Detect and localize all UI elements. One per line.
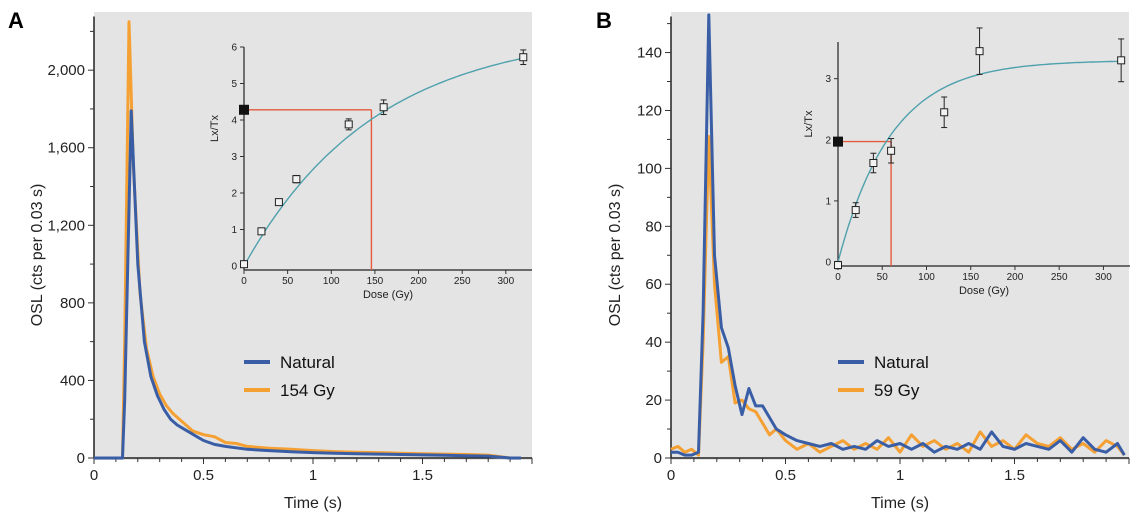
regen-point — [975, 47, 984, 56]
y-tick-label: 20 — [645, 392, 662, 409]
y-tick-label: 120 — [637, 102, 662, 119]
regen-point — [887, 146, 896, 155]
inset-y-tick-label: 2 — [825, 135, 831, 146]
inset-x-tick-label: 200 — [410, 276, 427, 287]
y-axis-title: OSL (cts per 0.03 s) — [29, 184, 46, 327]
inset-x-tick-label: 250 — [454, 276, 471, 287]
legend-label: Natural — [280, 353, 335, 372]
regen-point — [292, 175, 301, 184]
inset-dose-response: 0 1 2 3 0 50 100 150 200 250 300 Dose (Gy) Lx/Tx — [803, 27, 1130, 297]
y-tick-label: 0 — [77, 450, 85, 467]
inset-x-axis-title: Dose (Gy) — [959, 285, 1009, 297]
regen-point — [344, 120, 353, 129]
inset-x-tick-label: 0 — [241, 276, 247, 287]
inset-x-axis-title: Dose (Gy) — [363, 289, 413, 301]
legend-label: 59 Gy — [874, 381, 920, 400]
regen-point — [851, 206, 860, 215]
regen-point — [519, 53, 528, 62]
regen-point — [1117, 56, 1126, 65]
inset-y-axis-title: Lx/Tx — [209, 115, 221, 142]
panel-letter: B — [596, 8, 612, 33]
inset-x-tick-label: 250 — [1051, 272, 1068, 283]
x-tick-label: 0 — [90, 467, 98, 484]
regen-point — [274, 198, 283, 207]
x-tick-label: 1.5 — [412, 467, 433, 484]
inset-y-tick-label: 2 — [231, 189, 237, 200]
x-tick-label: 0 — [667, 467, 675, 484]
inset-x-tick-label: 150 — [962, 272, 979, 283]
x-axis-title: Time (s) — [284, 495, 342, 512]
x-tick-label: 1.5 — [1004, 467, 1025, 484]
y-tick-label: 60 — [645, 276, 662, 293]
y-tick-label: 800 — [60, 295, 85, 312]
series-line-natural — [94, 109, 521, 460]
natural-point — [239, 104, 249, 115]
inset-x-tick-label: 300 — [1095, 272, 1112, 283]
inset-y-tick-label: 0 — [231, 262, 237, 273]
inset-dose-response: 0 1 2 3 4 5 6 0 50 100 150 200 250 300 Dose (Gy) Lx/Tx — [209, 43, 532, 301]
inset-y-tick-label: 5 — [231, 79, 237, 90]
inset-x-tick-label: 150 — [367, 276, 384, 287]
x-tick-label: 0.5 — [775, 467, 796, 484]
inset-y-tick-label: 0 — [825, 258, 831, 269]
series-line-natural — [671, 13, 1126, 457]
inset-x-tick-label: 100 — [323, 276, 340, 287]
legend-label: 154 Gy — [280, 381, 335, 400]
y-tick-label: 1,600 — [47, 140, 85, 157]
inset-y-tick-label: 1 — [231, 225, 237, 236]
plot-background — [671, 12, 1129, 460]
x-tick-label: 0.5 — [193, 467, 214, 484]
y-tick-label: 100 — [637, 160, 662, 177]
inset-y-axis-title: Lx/Tx — [803, 110, 815, 137]
y-tick-label: 400 — [60, 372, 85, 389]
y-axis-title: OSL (cts per 0.03 s) — [607, 184, 624, 327]
inset-x-tick-label: 100 — [918, 272, 935, 283]
regen-point — [379, 103, 388, 112]
x-axis-title: Time (s) — [871, 495, 929, 512]
inset-x-tick-label: 300 — [497, 276, 514, 287]
inset-y-tick-label: 1 — [825, 196, 831, 207]
inset-y-tick-label: 3 — [825, 74, 831, 85]
regen-point — [257, 227, 266, 236]
y-tick-label: 2,000 — [47, 62, 85, 79]
x-tick-label: 1 — [896, 467, 904, 484]
regen-point — [869, 159, 878, 167]
y-tick-label: 1,200 — [47, 217, 85, 234]
inset-x-tick-label: 50 — [282, 276, 294, 287]
plot-background — [94, 12, 532, 460]
regen-point — [940, 108, 949, 117]
inset-x-tick-label: 0 — [835, 272, 841, 283]
inset-y-tick-label: 4 — [231, 116, 237, 127]
inset-y-tick-label: 3 — [231, 152, 237, 163]
y-tick-label: 80 — [645, 218, 662, 235]
inset-y-tick-label: 6 — [231, 43, 237, 54]
y-tick-label: 40 — [645, 334, 662, 351]
inset-x-tick-label: 50 — [877, 272, 889, 283]
y-tick-label: 140 — [637, 45, 662, 62]
inset-x-tick-label: 200 — [1007, 272, 1024, 283]
y-tick-label: 0 — [654, 450, 662, 467]
natural-point — [833, 136, 843, 147]
regen-point — [834, 261, 842, 270]
x-tick-label: 1 — [309, 467, 317, 484]
regen-point — [240, 260, 248, 269]
panel-letter: A — [8, 8, 24, 33]
legend-label: Natural — [874, 353, 929, 372]
